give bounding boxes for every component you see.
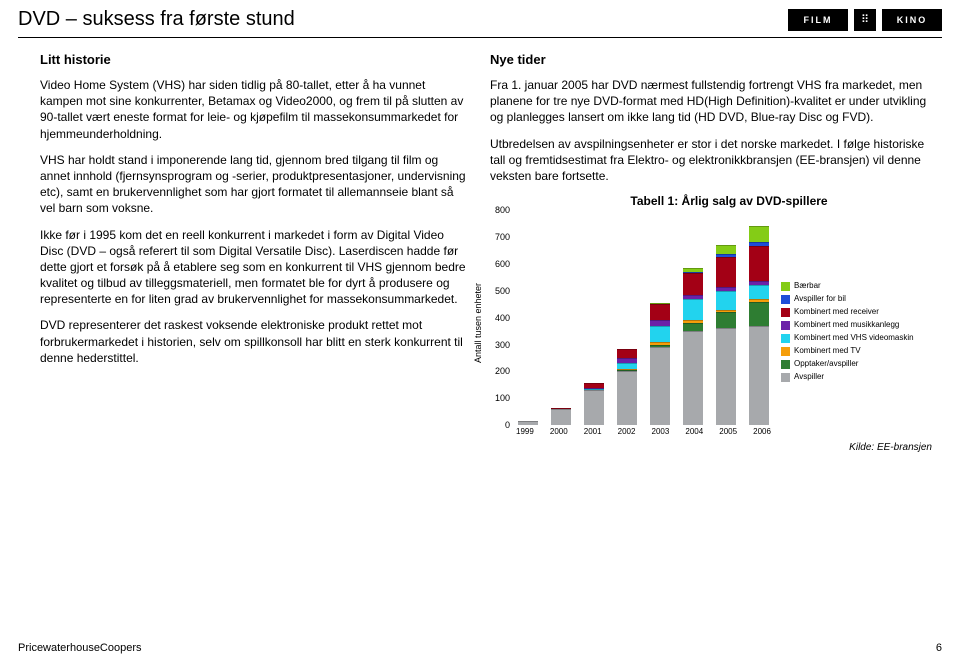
legend-swatch xyxy=(781,360,790,369)
chart-bar xyxy=(749,226,769,425)
chart-bar xyxy=(518,421,538,425)
chart-bar xyxy=(650,303,670,425)
logo-dots-icon: ⠿ xyxy=(854,9,876,31)
footer-company: PricewaterhouseCoopers xyxy=(18,642,142,654)
legend-label: Opptaker/avspiller xyxy=(794,358,858,370)
legend-item: Kombinert med receiver xyxy=(781,306,931,318)
chart-bar-segment xyxy=(716,257,736,287)
legend-swatch xyxy=(781,334,790,343)
chart-bar-segment xyxy=(683,323,703,331)
legend-item: Kombinert med VHS videomaskin xyxy=(781,332,931,344)
chart-bar xyxy=(551,408,571,425)
chart-bar-segment xyxy=(716,245,736,254)
chart-bar-segment xyxy=(683,273,703,295)
chart-y-tick: 100 xyxy=(495,393,510,403)
left-para-1: Video Home System (VHS) har siden tidlig… xyxy=(40,77,470,142)
legend-item: Kombinert med TV xyxy=(781,345,931,357)
chart-y-tick: 400 xyxy=(495,313,510,323)
legend-swatch xyxy=(781,373,790,382)
chart-y-tick: 300 xyxy=(495,340,510,350)
chart-x-tick: 2005 xyxy=(719,427,737,436)
legend-swatch xyxy=(781,308,790,317)
legend-label: Kombinert med musikkanlegg xyxy=(794,319,899,331)
chart-bar xyxy=(716,245,736,425)
left-para-2: VHS har holdt stand i imponerende lang t… xyxy=(40,152,470,217)
legend-item: Kombinert med musikkanlegg xyxy=(781,319,931,331)
chart-bar-segment xyxy=(683,299,703,321)
chart-x-tick: 2001 xyxy=(584,427,602,436)
chart-bar-segment xyxy=(650,304,670,320)
chart-bar-segment xyxy=(749,285,769,298)
footer-page-number: 6 xyxy=(936,642,942,654)
brand-logo: FILM ⠿ KINO xyxy=(788,9,942,31)
logo-film: FILM xyxy=(788,9,848,31)
legend-swatch xyxy=(781,282,790,291)
legend-label: Avspiller for bil xyxy=(794,293,846,305)
slide-footer: PricewaterhouseCoopers 6 xyxy=(18,642,942,654)
slide-body: Litt historie Video Home System (VHS) ha… xyxy=(0,38,960,453)
right-para-2: Utbredelsen av avspilningsenheter er sto… xyxy=(490,136,940,185)
chart-bar-segment xyxy=(617,371,637,425)
chart-bar-segment xyxy=(749,326,769,425)
right-section-title: Nye tider xyxy=(490,52,940,67)
left-column: Litt historie Video Home System (VHS) ha… xyxy=(40,52,470,453)
legend-label: Kombinert med TV xyxy=(794,345,861,357)
legend-item: Avspiller xyxy=(781,371,931,383)
chart-bar-segment xyxy=(716,291,736,310)
chart-bar-segment xyxy=(650,326,670,342)
right-column: Nye tider Fra 1. januar 2005 har DVD nær… xyxy=(490,52,940,453)
chart-container: Antall tusen enheter 0100200300400500600… xyxy=(490,210,940,425)
legend-label: Kombinert med receiver xyxy=(794,306,879,318)
chart-bar xyxy=(683,268,703,425)
chart-bar xyxy=(617,349,637,426)
chart-y-tick: 600 xyxy=(495,259,510,269)
chart-plot-area: Antall tusen enheter 0100200300400500600… xyxy=(490,210,775,425)
chart-bar-segment xyxy=(551,409,571,425)
slide-header: DVD – suksess fra første stund FILM ⠿ KI… xyxy=(0,0,960,35)
legend-item: Avspiller for bil xyxy=(781,293,931,305)
legend-label: Kombinert med VHS videomaskin xyxy=(794,332,914,344)
chart-legend: BærbarAvspiller for bilKombinert med rec… xyxy=(781,210,931,384)
chart-bar-segment xyxy=(749,302,769,326)
chart-x-tick: 2006 xyxy=(753,427,771,436)
chart-source: Kilde: EE-bransjen xyxy=(490,442,940,453)
chart-bar-segment xyxy=(716,312,736,328)
legend-swatch xyxy=(781,295,790,304)
left-section-title: Litt historie xyxy=(40,52,470,67)
chart-x-tick: 2003 xyxy=(652,427,670,436)
legend-swatch xyxy=(781,347,790,356)
chart-x-tick: 2000 xyxy=(550,427,568,436)
chart-y-tick: 0 xyxy=(505,420,510,430)
chart-bar-segment xyxy=(749,246,769,281)
chart-y-tick: 800 xyxy=(495,205,510,215)
chart-y-axis-label: Antall tusen enheter xyxy=(473,283,483,363)
chart-bars xyxy=(512,210,775,425)
chart-bar-segment xyxy=(650,347,670,425)
chart-x-tick: 2002 xyxy=(618,427,636,436)
chart-y-tick: 500 xyxy=(495,286,510,296)
logo-kino: KINO xyxy=(882,9,942,31)
chart-x-axis: 1999 2000 2001 2002 2003 2004 2005 2006 xyxy=(512,425,775,436)
chart-y-tick: 700 xyxy=(495,232,510,242)
right-para-1: Fra 1. januar 2005 har DVD nærmest fulls… xyxy=(490,77,940,126)
chart-bar-segment xyxy=(584,390,604,425)
chart-bar-segment xyxy=(518,421,538,425)
chart-bar-segment xyxy=(716,328,736,425)
legend-label: Bærbar xyxy=(794,280,821,292)
chart-bar xyxy=(584,383,604,425)
chart-x-tick: 2004 xyxy=(685,427,703,436)
legend-label: Avspiller xyxy=(794,371,824,383)
chart-bar-segment xyxy=(683,331,703,425)
legend-item: Opptaker/avspiller xyxy=(781,358,931,370)
left-para-4: DVD representerer det raskest voksende e… xyxy=(40,317,470,366)
chart-title: Tabell 1: Årlig salg av DVD-spillere xyxy=(518,194,940,208)
legend-swatch xyxy=(781,321,790,330)
legend-item: Bærbar xyxy=(781,280,931,292)
slide-title: DVD – suksess fra første stund xyxy=(18,8,295,31)
chart-bar-segment xyxy=(749,226,769,242)
chart-x-tick: 1999 xyxy=(516,427,534,436)
chart-y-tick: 200 xyxy=(495,366,510,376)
chart-bar-segment xyxy=(617,349,637,358)
left-para-3: Ikke før i 1995 kom det en reell konkurr… xyxy=(40,227,470,308)
